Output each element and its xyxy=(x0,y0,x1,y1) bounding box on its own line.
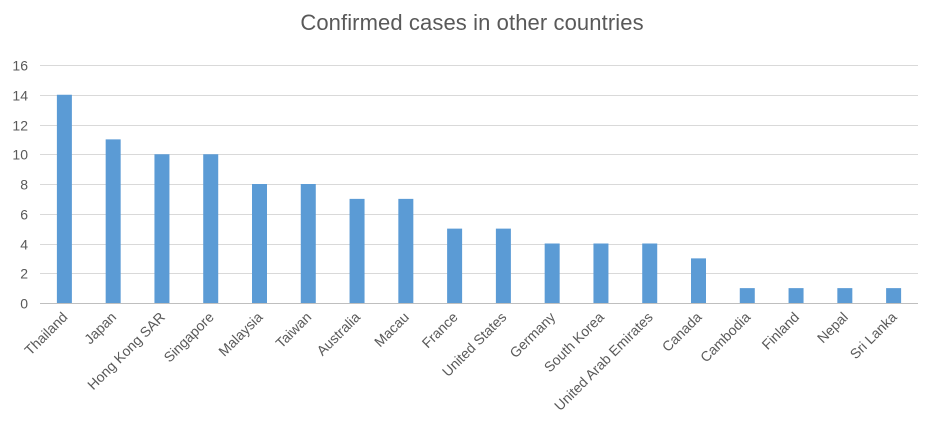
bar xyxy=(154,154,170,303)
bar xyxy=(447,228,463,303)
bar xyxy=(739,288,755,303)
y-tick-label: 12 xyxy=(12,118,28,134)
y-tick-label: 16 xyxy=(12,58,28,74)
y-tick-label: 8 xyxy=(20,177,28,193)
x-tick-label: Cambodia xyxy=(697,309,754,366)
bar xyxy=(593,243,609,303)
x-tick-label: Japan xyxy=(81,309,119,347)
chart-title: Confirmed cases in other countries xyxy=(300,10,644,35)
y-tick-label: 2 xyxy=(20,266,28,282)
y-tick-label: 4 xyxy=(20,237,28,253)
y-tick-label: 0 xyxy=(20,296,28,312)
bar xyxy=(495,228,511,303)
y-tick-label: 6 xyxy=(20,207,28,223)
bar xyxy=(691,258,706,303)
x-tick-label: Macau xyxy=(371,309,412,350)
x-tick-label: Canada xyxy=(659,309,705,355)
x-tick-label: Finland xyxy=(758,309,802,353)
bar xyxy=(886,288,902,303)
bar xyxy=(203,154,219,303)
bar xyxy=(300,184,316,303)
bar xyxy=(105,139,121,303)
bar xyxy=(837,288,853,303)
x-tick-label: Malaysia xyxy=(215,309,266,360)
x-tick-label: Taiwan xyxy=(272,309,314,351)
bar xyxy=(544,243,560,303)
bar xyxy=(56,94,72,303)
x-tick-label: France xyxy=(419,309,461,351)
bar xyxy=(642,243,658,303)
bar xyxy=(788,288,804,303)
bar xyxy=(252,184,267,303)
x-tick-label: Nepal xyxy=(814,309,851,346)
x-tick-label: United Arab Emirates xyxy=(551,309,656,414)
bar xyxy=(349,198,365,303)
x-tick-label: Singapore xyxy=(160,309,217,366)
y-tick-label: 14 xyxy=(12,88,28,104)
y-tick-label: 10 xyxy=(12,147,28,163)
bar xyxy=(398,198,414,303)
x-tick-label: Thailand xyxy=(21,309,70,358)
x-tick-label: Sri Lanka xyxy=(847,309,900,362)
x-tick-label: Australia xyxy=(313,309,363,359)
